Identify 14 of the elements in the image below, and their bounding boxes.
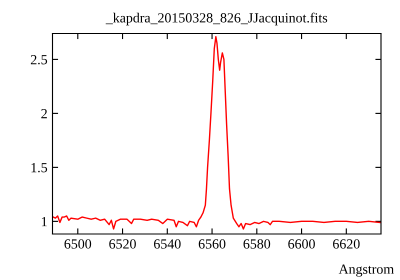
x-tick-label: 6500 bbox=[64, 239, 92, 249]
x-tick-label: 6520 bbox=[109, 239, 136, 249]
x-tick-label: 6540 bbox=[154, 239, 181, 249]
y-tick-label: 2 bbox=[41, 109, 47, 118]
x-tick-label: 6560 bbox=[198, 239, 226, 249]
line-series bbox=[52, 36, 381, 230]
x-tick-label: 6600 bbox=[288, 239, 315, 249]
chart-title: _kapdra_20150328_826_JJacquinot.fits bbox=[106, 12, 328, 26]
x-axis-title: Angstrom bbox=[338, 264, 394, 277]
y-tick-label: 1 bbox=[42, 217, 47, 226]
y-tick-label: 2.5 bbox=[30, 55, 48, 64]
x-tick-label: 6580 bbox=[244, 239, 270, 249]
y-tick-label: 1.5 bbox=[32, 163, 48, 172]
x-tick-label: 6620 bbox=[333, 239, 360, 249]
